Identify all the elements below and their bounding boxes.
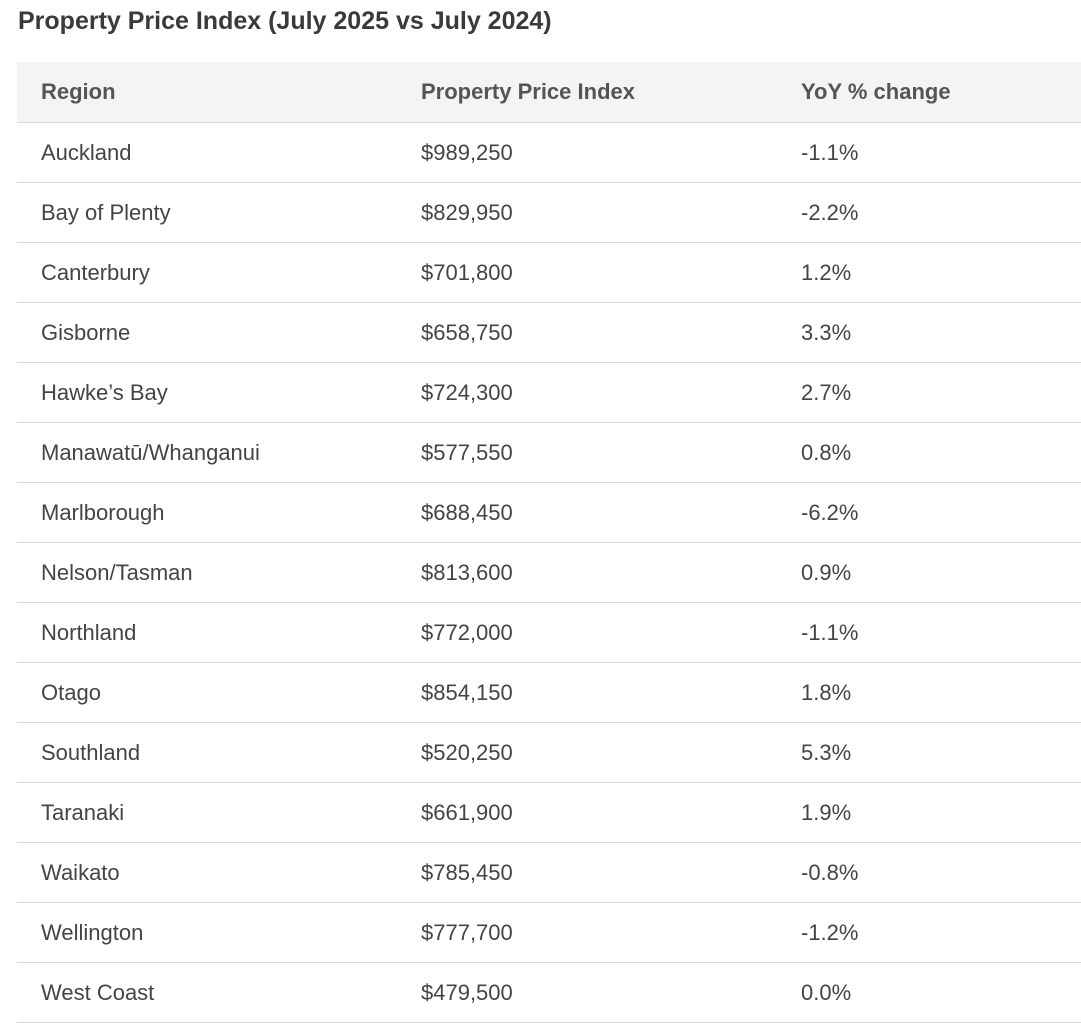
region-cell: West Coast: [17, 962, 397, 1023]
region-cell: Waikato: [17, 842, 397, 903]
table-row: Southland $520,250 5.3%: [17, 722, 1081, 783]
column-header-region: Region: [17, 62, 397, 123]
table-row: Nelson/Tasman $813,600 0.9%: [17, 542, 1081, 603]
table-row: Otago $854,150 1.8%: [17, 662, 1081, 723]
region-cell: Manawatū/Whanganui: [17, 422, 397, 483]
table-row: Hawke’s Bay $724,300 2.7%: [17, 362, 1081, 423]
region-cell: Canterbury: [17, 242, 397, 303]
table-row: Auckland $989,250 -1.1%: [17, 122, 1081, 183]
table-row: West Coast $479,500 0.0%: [17, 962, 1081, 1023]
table-row: Wellington $777,700 -1.2%: [17, 902, 1081, 963]
region-cell: Northland: [17, 602, 397, 663]
column-header-yoy-change: YoY % change: [777, 62, 1081, 123]
yoy-cell: 5.3%: [777, 722, 1081, 783]
table-header: Region Property Price Index YoY % change: [17, 62, 1081, 123]
region-cell: Otago: [17, 662, 397, 723]
price-cell: $701,800: [397, 242, 777, 303]
price-cell: $989,250: [397, 122, 777, 183]
table-body: Auckland $989,250 -1.1% Bay of Plenty $8…: [17, 122, 1081, 1023]
yoy-cell: -0.8%: [777, 842, 1081, 903]
yoy-cell: -1.2%: [777, 902, 1081, 963]
yoy-cell: -1.1%: [777, 602, 1081, 663]
yoy-cell: 3.3%: [777, 302, 1081, 363]
yoy-cell: -1.1%: [777, 122, 1081, 183]
price-cell: $479,500: [397, 962, 777, 1023]
region-cell: Taranaki: [17, 782, 397, 843]
region-cell: Auckland: [17, 122, 397, 183]
table-header-row: Region Property Price Index YoY % change: [17, 62, 1081, 123]
yoy-cell: 0.9%: [777, 542, 1081, 603]
price-cell: $724,300: [397, 362, 777, 423]
table-row: Northland $772,000 -1.1%: [17, 602, 1081, 663]
region-cell: Gisborne: [17, 302, 397, 363]
yoy-cell: 1.8%: [777, 662, 1081, 723]
price-cell: $577,550: [397, 422, 777, 483]
yoy-cell: -2.2%: [777, 182, 1081, 243]
yoy-cell: -6.2%: [777, 482, 1081, 543]
price-cell: $854,150: [397, 662, 777, 723]
price-table: Region Property Price Index YoY % change…: [17, 62, 1081, 1023]
price-cell: $688,450: [397, 482, 777, 543]
price-cell: $658,750: [397, 302, 777, 363]
yoy-cell: 2.7%: [777, 362, 1081, 423]
price-cell: $813,600: [397, 542, 777, 603]
price-cell: $785,450: [397, 842, 777, 903]
table-row: Gisborne $658,750 3.3%: [17, 302, 1081, 363]
price-cell: $777,700: [397, 902, 777, 963]
table-row: Waikato $785,450 -0.8%: [17, 842, 1081, 903]
region-cell: Marlborough: [17, 482, 397, 543]
table-row: Taranaki $661,900 1.9%: [17, 782, 1081, 843]
yoy-cell: 0.8%: [777, 422, 1081, 483]
price-cell: $661,900: [397, 782, 777, 843]
table-row: Bay of Plenty $829,950 -2.2%: [17, 182, 1081, 243]
region-cell: Nelson/Tasman: [17, 542, 397, 603]
region-cell: Southland: [17, 722, 397, 783]
column-header-price-index: Property Price Index: [397, 62, 777, 123]
yoy-cell: 0.0%: [777, 962, 1081, 1023]
price-cell: $772,000: [397, 602, 777, 663]
yoy-cell: 1.9%: [777, 782, 1081, 843]
region-cell: Wellington: [17, 902, 397, 963]
price-cell: $829,950: [397, 182, 777, 243]
region-cell: Bay of Plenty: [17, 182, 397, 243]
table-row: Marlborough $688,450 -6.2%: [17, 482, 1081, 543]
yoy-cell: 1.2%: [777, 242, 1081, 303]
region-cell: Hawke’s Bay: [17, 362, 397, 423]
price-cell: $520,250: [397, 722, 777, 783]
table-row: Manawatū/Whanganui $577,550 0.8%: [17, 422, 1081, 483]
price-table-container: Region Property Price Index YoY % change…: [17, 62, 1081, 1023]
table-row: Canterbury $701,800 1.2%: [17, 242, 1081, 303]
page-title: Property Price Index (July 2025 vs July …: [18, 7, 552, 35]
